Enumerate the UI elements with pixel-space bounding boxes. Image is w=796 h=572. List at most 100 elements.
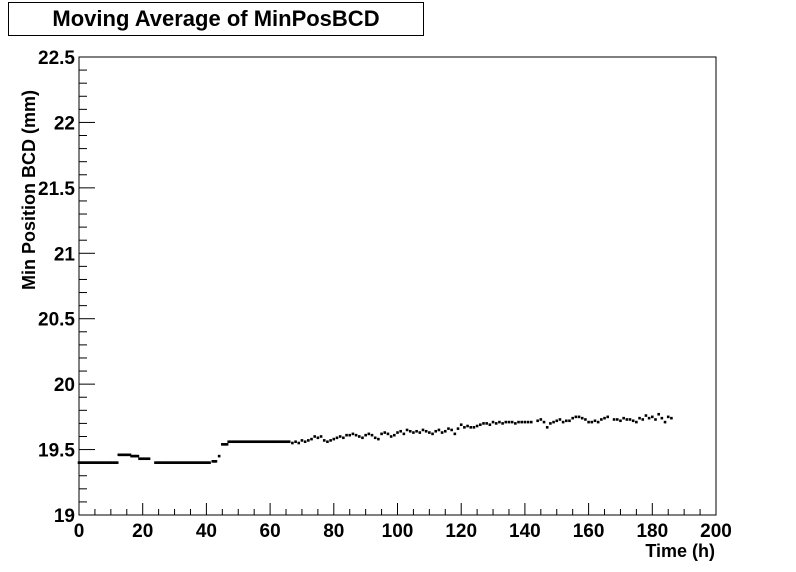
data-point [631, 419, 635, 423]
data-point [176, 461, 180, 464]
data-point [125, 453, 129, 457]
data-point [262, 440, 266, 444]
data-point [88, 461, 92, 464]
data-point [95, 461, 98, 464]
data-point [600, 418, 603, 421]
data-point [103, 461, 106, 464]
data-point [93, 461, 97, 464]
data-point [133, 454, 137, 458]
data-point [418, 431, 422, 434]
data-point [587, 420, 590, 424]
data-point [488, 423, 492, 427]
data-point [221, 443, 224, 446]
data-point [329, 439, 332, 442]
data-point [241, 440, 245, 444]
data-point [238, 440, 242, 444]
data-point [233, 440, 237, 444]
data-point [92, 461, 95, 464]
data-point [399, 429, 402, 433]
data-point [179, 461, 183, 464]
data-point [170, 461, 173, 464]
data-point [236, 440, 240, 444]
x-tick-label: 200 [700, 521, 732, 542]
data-point [625, 418, 629, 421]
data-point [264, 440, 267, 444]
data-point [213, 460, 216, 463]
data-point [415, 429, 418, 433]
data-point [82, 461, 86, 464]
data-point [307, 439, 310, 442]
data-point [248, 440, 251, 444]
data-point [345, 433, 348, 437]
data-point [146, 457, 149, 461]
data-point [364, 433, 367, 437]
data-point [195, 461, 199, 464]
data-point [201, 461, 205, 464]
data-point [590, 420, 594, 424]
data-point [666, 415, 670, 419]
data-point [84, 461, 87, 464]
data-point [574, 415, 578, 419]
y-tick-label: 22.5 [38, 48, 75, 69]
data-point [542, 420, 546, 424]
data-point [348, 433, 352, 437]
data-point [163, 461, 167, 464]
data-point [273, 440, 277, 444]
data-point [354, 433, 358, 437]
data-point [568, 419, 571, 423]
data-point [85, 461, 89, 464]
data-point [494, 422, 498, 425]
data-point [107, 461, 111, 464]
x-tick-label: 100 [382, 521, 414, 542]
data-point [139, 457, 143, 461]
x-tick-label: 180 [636, 521, 668, 542]
data-point [510, 420, 514, 424]
y-tick-label: 21.5 [38, 179, 75, 200]
y-tick-label: 20.5 [38, 310, 75, 331]
data-point [260, 440, 264, 444]
data-point [217, 454, 221, 458]
data-point [424, 429, 428, 433]
data-point [281, 440, 285, 444]
data-point [380, 432, 383, 436]
data-point [338, 435, 342, 438]
data-point [303, 440, 307, 444]
data-point [498, 420, 501, 424]
data-point [536, 419, 539, 423]
data-point [184, 461, 187, 464]
y-tick-label: 19 [54, 506, 75, 527]
data-point [165, 461, 168, 464]
data-point [549, 422, 552, 425]
data-point [283, 440, 286, 444]
data-point [224, 443, 227, 446]
data-point [197, 461, 200, 464]
data-point [555, 419, 559, 423]
data-point [520, 420, 524, 424]
data-point [367, 432, 371, 436]
data-point [459, 423, 463, 427]
data-point [450, 428, 453, 432]
data-point [443, 429, 447, 433]
data-point [526, 420, 530, 424]
data-point [174, 461, 178, 464]
data-point [561, 420, 565, 424]
data-point [287, 440, 291, 444]
data-point [335, 436, 339, 440]
x-tick-label: 20 [132, 521, 153, 542]
data-point [225, 443, 229, 446]
data-point [142, 457, 146, 461]
data-point [200, 461, 203, 464]
data-point [185, 461, 189, 464]
data-point [475, 424, 479, 428]
data-point [270, 440, 273, 444]
data-point [128, 453, 132, 457]
data-point [402, 432, 406, 436]
data-point [117, 453, 121, 457]
data-point [663, 420, 667, 424]
data-point [205, 461, 208, 464]
data-point [141, 457, 144, 461]
data-point [268, 440, 272, 444]
data-point [162, 461, 165, 464]
data-point [584, 418, 587, 421]
data-point [514, 422, 517, 425]
